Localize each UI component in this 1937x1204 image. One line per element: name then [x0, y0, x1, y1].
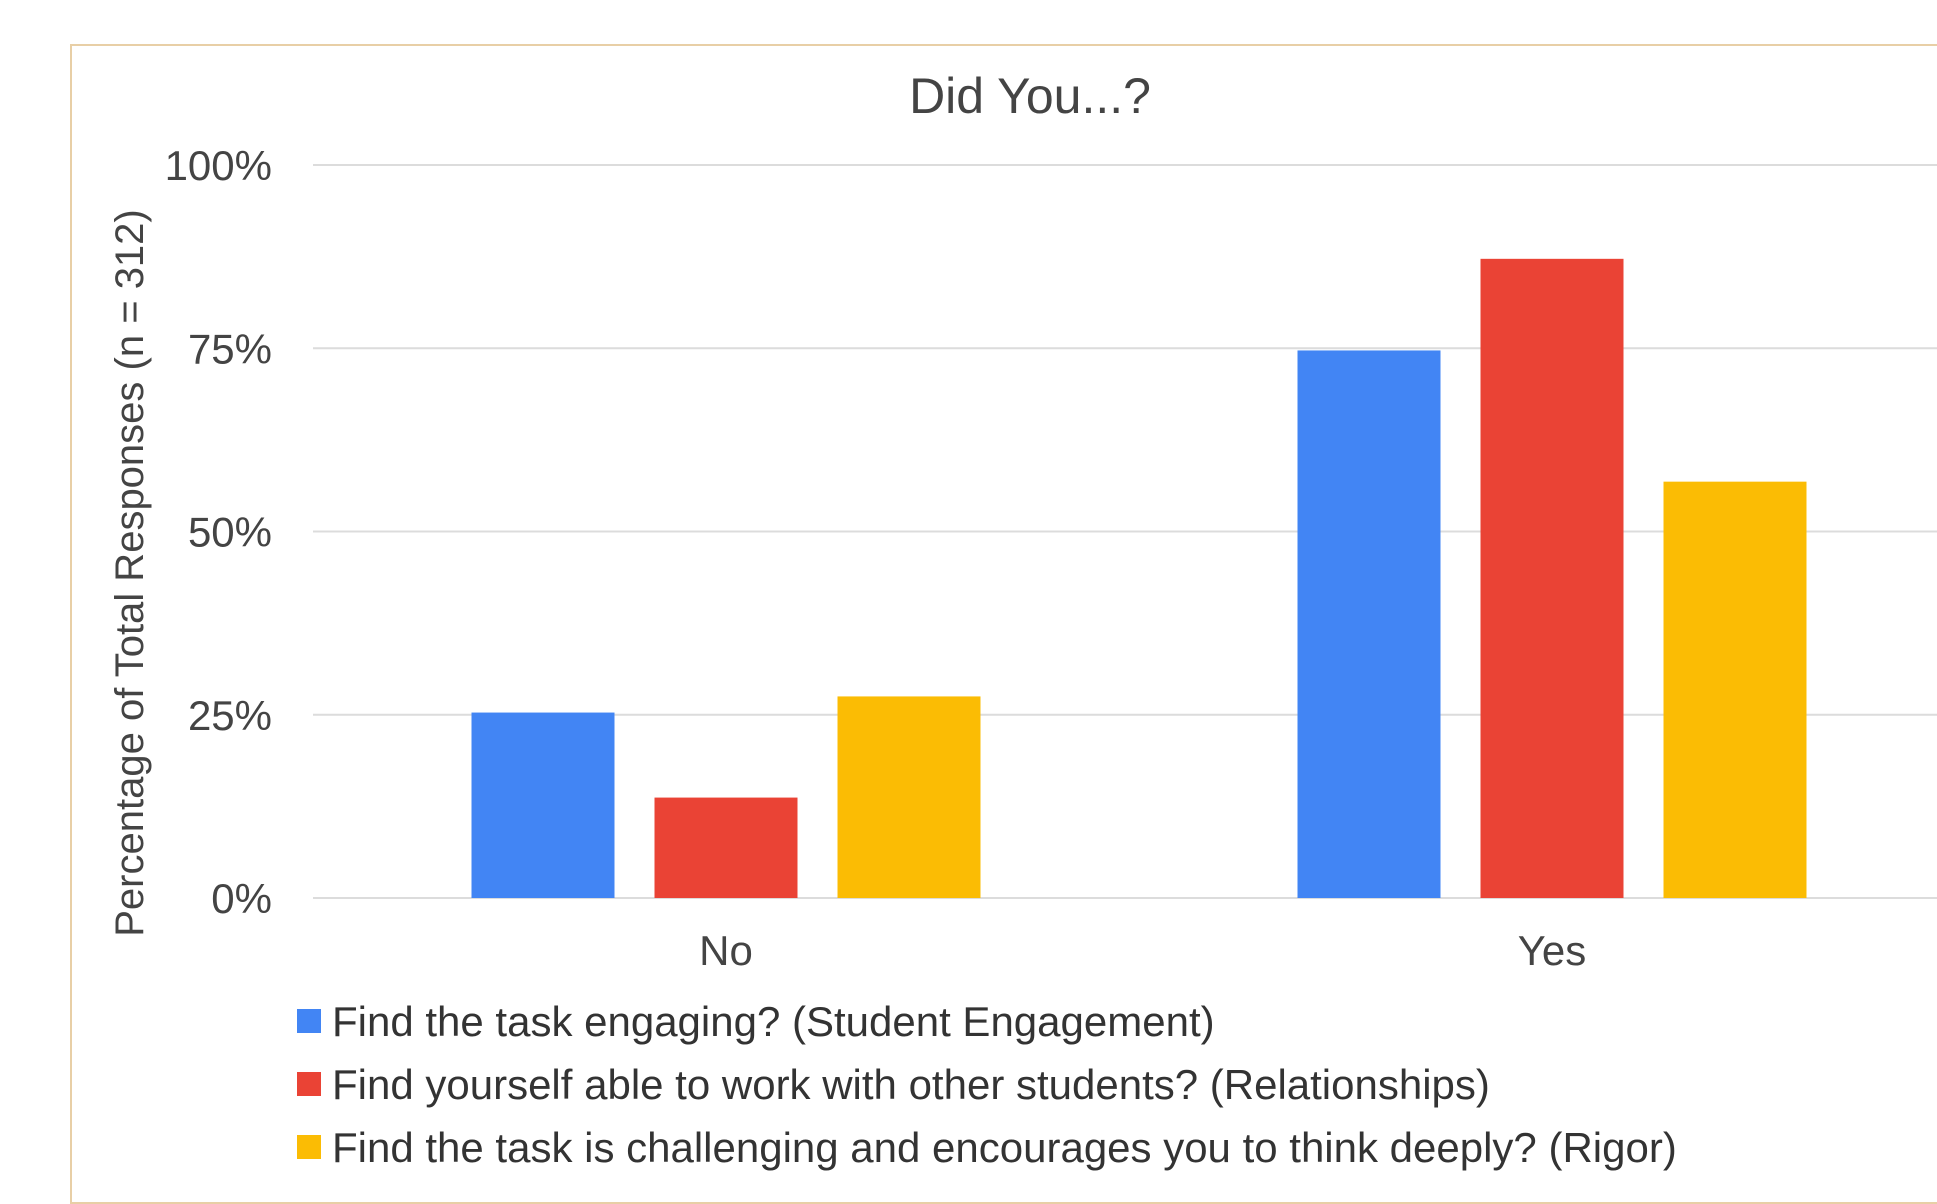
y-tick-label: 25% [188, 692, 272, 739]
x-category-label: No [699, 927, 753, 974]
bar [1297, 350, 1441, 899]
legend-label: Find the task is challenging and encoura… [332, 1124, 1677, 1171]
bar [1480, 258, 1624, 899]
y-tick-label: 50% [188, 509, 272, 556]
y-tick-label: 100% [165, 142, 272, 189]
chart-frame [70, 44, 1937, 1204]
legend-label: Find yourself able to work with other st… [332, 1061, 1490, 1108]
bar [837, 696, 981, 898]
y-axis-label: Percentage of Total Responses (n = 312) [108, 209, 152, 937]
bars [471, 258, 1807, 899]
y-axis-ticks: 0% 25% 50% 75% 100% [165, 142, 272, 922]
legend-swatch [297, 1009, 321, 1033]
bar [471, 712, 615, 898]
legend-label: Find the task engaging? (Student Engagem… [332, 998, 1215, 1045]
chart-canvas: Did You...? Percentage of Total Response… [108, 68, 1937, 1171]
legend: Find the task engaging? (Student Engagem… [297, 998, 1677, 1171]
legend-swatch [297, 1072, 321, 1096]
bar [654, 797, 798, 898]
bar [1663, 481, 1807, 898]
x-axis-categories: No Yes [699, 927, 1586, 974]
y-tick-label: 0% [211, 875, 272, 922]
legend-swatch [297, 1135, 321, 1159]
y-tick-label: 75% [188, 325, 272, 372]
x-category-label: Yes [1518, 927, 1587, 974]
chart-title: Did You...? [909, 68, 1151, 124]
